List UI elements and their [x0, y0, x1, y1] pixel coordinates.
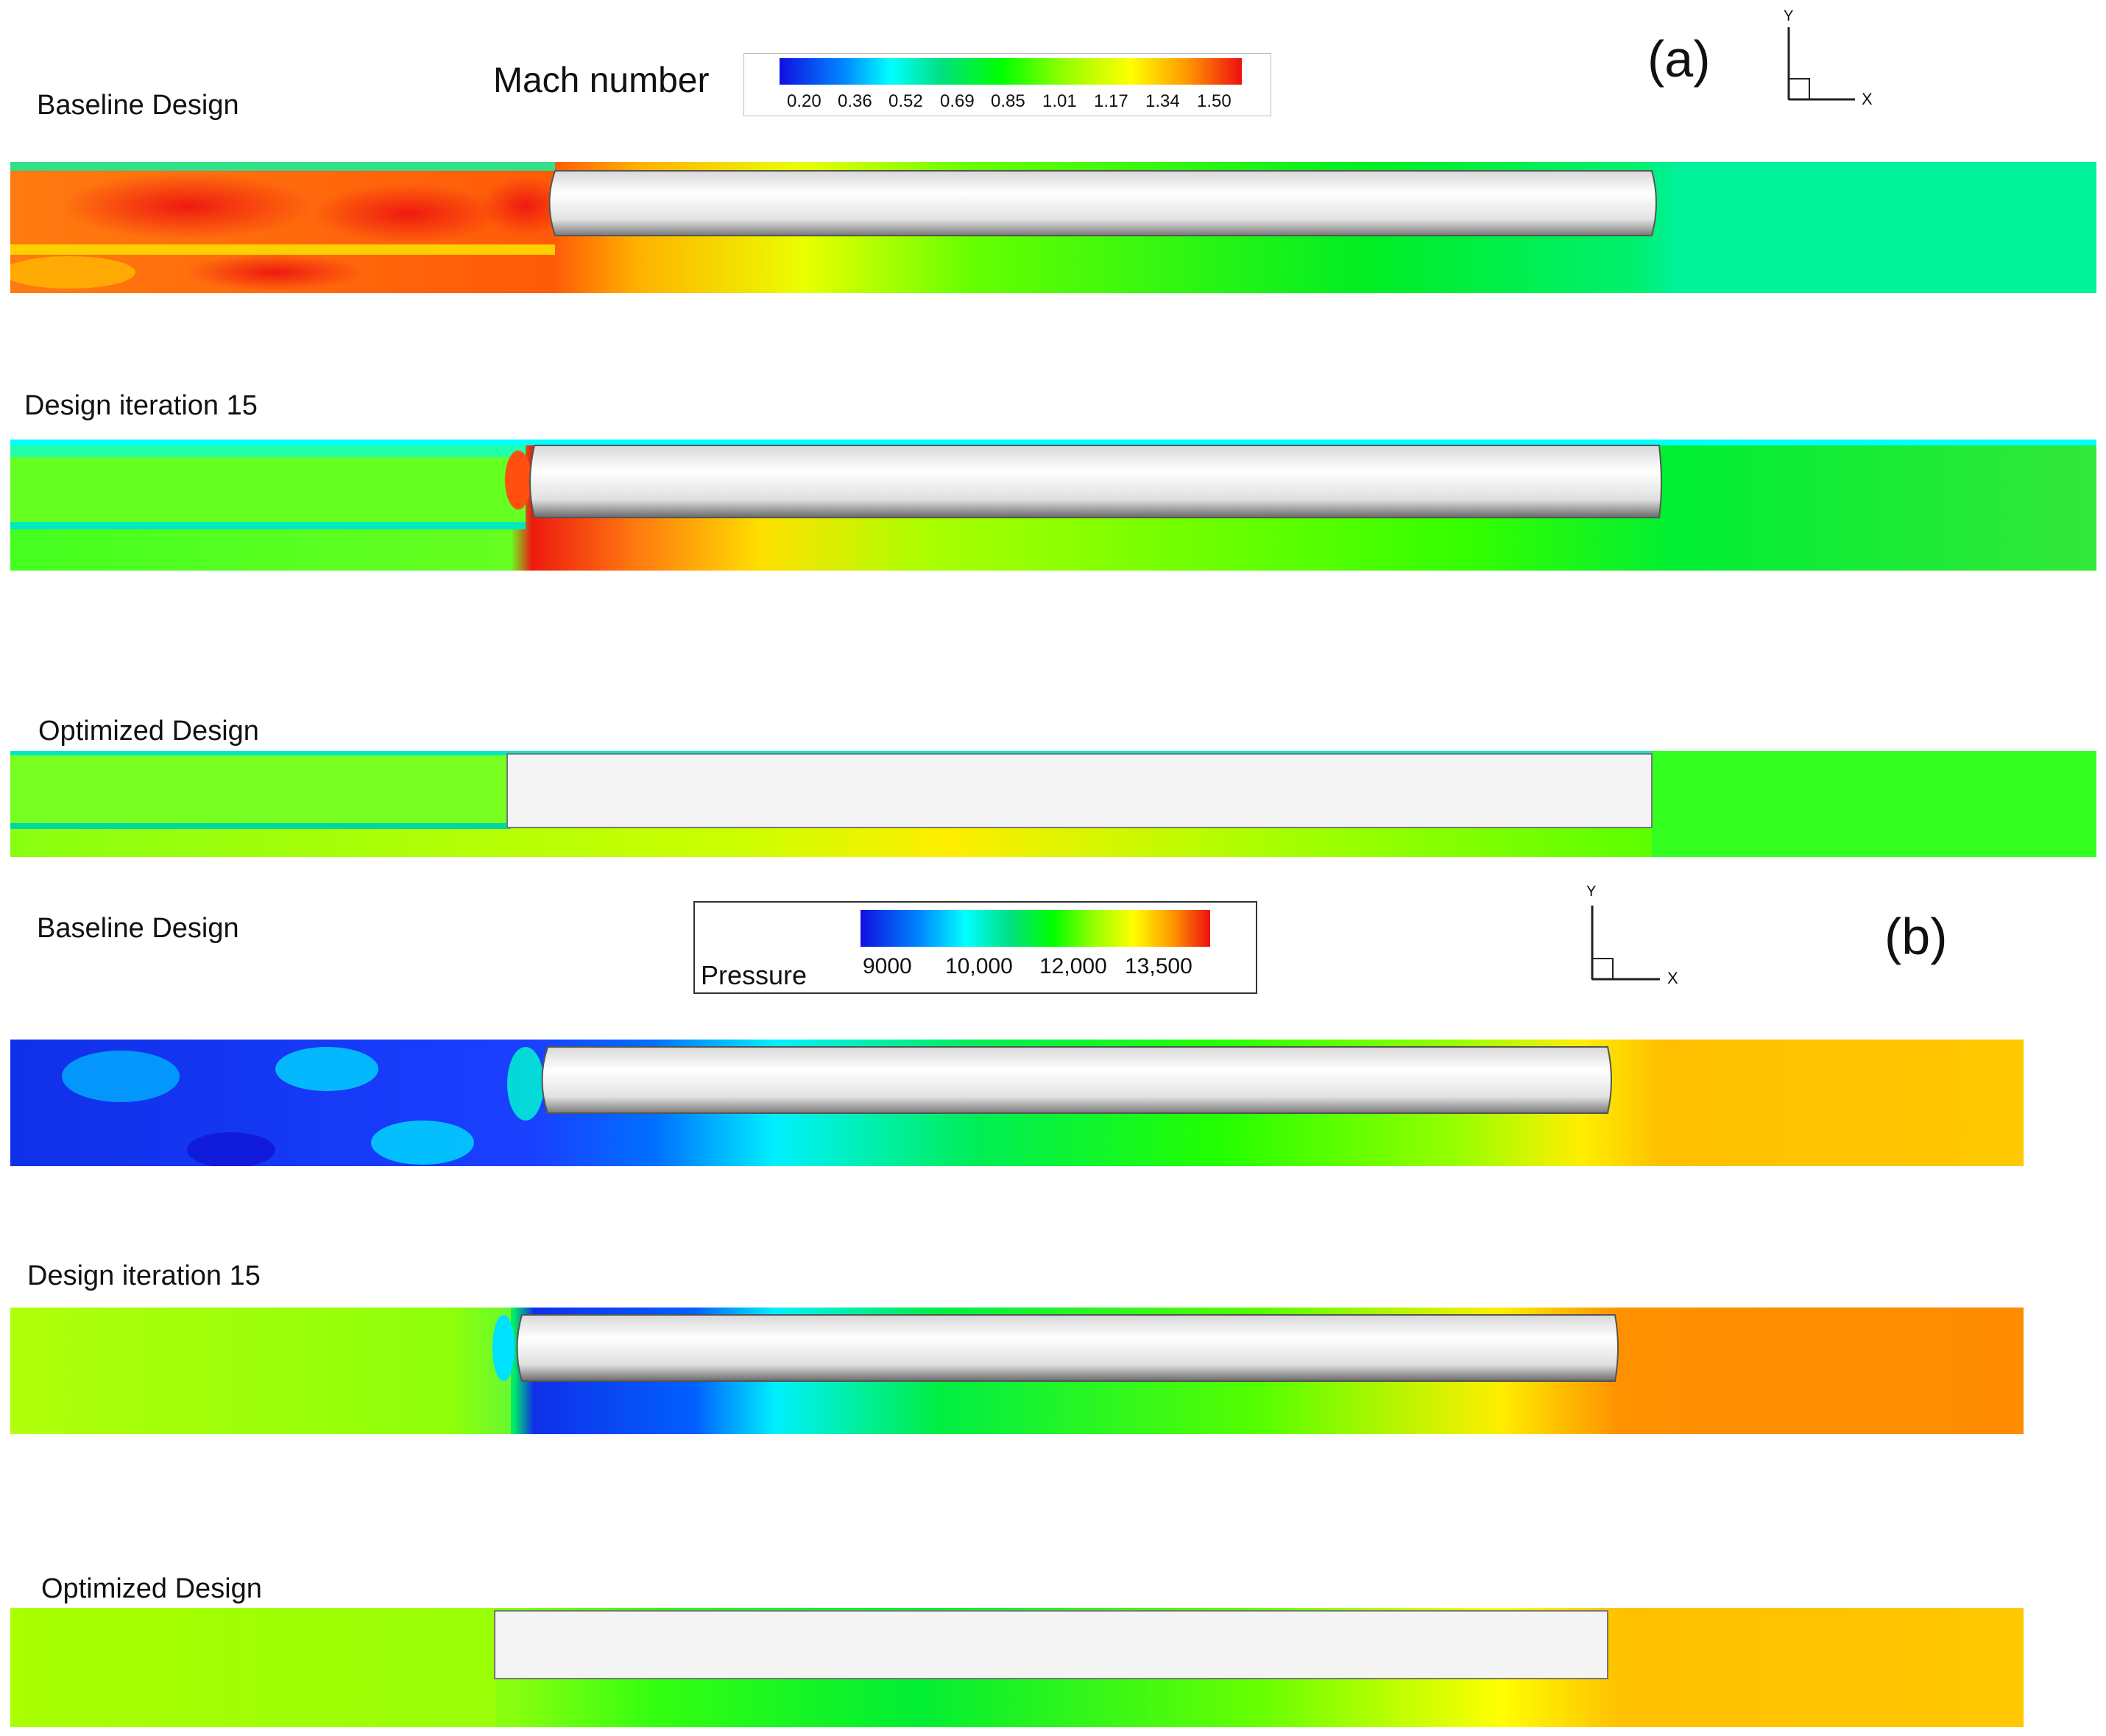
mach-tick: 0.85 [991, 91, 1025, 111]
mach-tick: 1.34 [1145, 91, 1180, 111]
pressure-tick: 12,000 [1039, 954, 1107, 978]
mach-field-iteration15 [10, 440, 2096, 571]
row-label-optimized-b: Optimized Design [41, 1573, 262, 1604]
mach-tick: 0.20 [787, 91, 821, 111]
pressure-field-baseline [10, 1040, 2024, 1166]
pressure-colorbar-title: Pressure [701, 960, 808, 990]
mach-field-optimized [10, 751, 2096, 857]
pressure-tick: 9000 [863, 954, 912, 978]
row-label-baseline-a: Baseline Design [37, 90, 239, 121]
mach-tick: 1.50 [1197, 91, 1232, 111]
mach-tick: 1.17 [1094, 91, 1128, 111]
row-label-optimized-a: Optimized Design [38, 716, 259, 747]
axis-x-label-a: X [1862, 90, 1873, 108]
row-label-iter15-b: Design iteration 15 [27, 1260, 261, 1291]
axis-y-label-a: Y [1784, 8, 1794, 24]
mach-colorbar-gradient [780, 58, 1242, 85]
mach-colorbar: 0.20 0.36 0.52 0.69 0.85 1.01 1.17 1.34 … [743, 53, 1271, 116]
mach-tick: 0.36 [838, 91, 872, 111]
pressure-colorbar: Pressure 9000 10,000 12,000 13,500 [693, 901, 1257, 994]
axis-triad-a: Y X [1770, 8, 1881, 108]
mach-field-baseline [10, 162, 2096, 293]
axis-triad-a-icon [1787, 27, 1855, 101]
axis-triad-b: Y X [1579, 883, 1689, 994]
row-label-baseline-b: Baseline Design [37, 913, 239, 944]
mach-colorbar-title: Mach number [493, 61, 710, 100]
mach-tick: 1.01 [1042, 91, 1077, 111]
axis-x-label-b: X [1667, 969, 1678, 987]
pressure-colorbar-gradient [861, 910, 1210, 947]
pressure-tick: 10,000 [945, 954, 1013, 978]
axis-triad-b-icon [1591, 906, 1660, 981]
axis-y-label-b: Y [1586, 883, 1597, 900]
pressure-tick: 13,500 [1125, 954, 1192, 978]
pressure-field-iteration15 [10, 1308, 2024, 1434]
mach-tick: 0.52 [888, 91, 923, 111]
mach-tick: 0.69 [940, 91, 975, 111]
pressure-field-optimized [10, 1608, 2024, 1727]
row-label-iter15-a: Design iteration 15 [24, 390, 258, 421]
panel-b-tag: (b) [1884, 908, 1948, 965]
panel-a-tag: (a) [1647, 30, 1711, 88]
